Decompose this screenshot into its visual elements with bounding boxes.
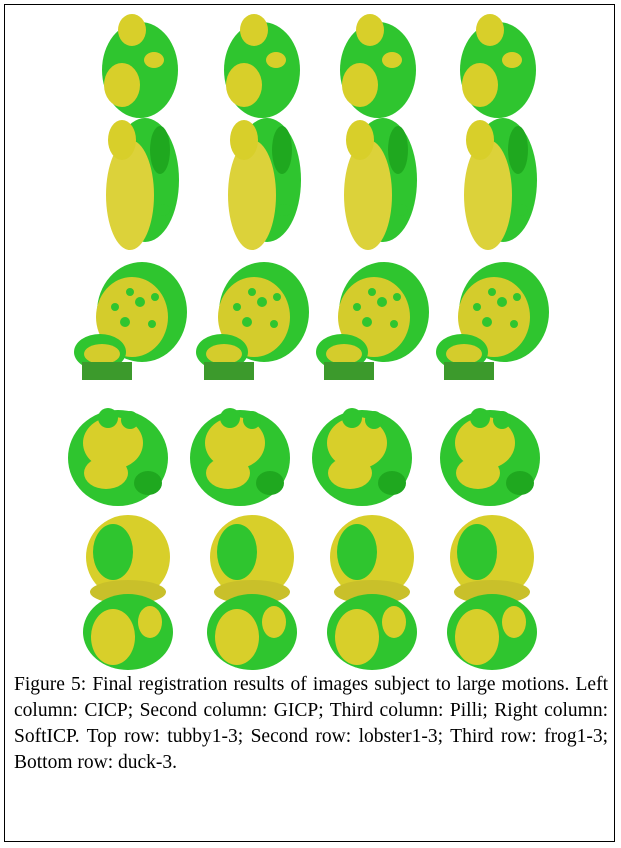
tubby-pilli xyxy=(340,14,417,250)
frog-gicp xyxy=(190,408,290,506)
lobster-pilli xyxy=(316,262,429,380)
duck-cicp xyxy=(83,515,173,670)
duck-gicp xyxy=(207,515,297,670)
tubby-gicp xyxy=(224,14,301,250)
figure-images xyxy=(0,0,621,670)
tubby-cicp xyxy=(102,14,179,250)
frog-softicp xyxy=(440,408,540,506)
frog-pilli xyxy=(312,408,412,506)
lobster-gicp xyxy=(196,262,309,380)
duck-pilli xyxy=(327,515,417,670)
figure-caption: Figure 5: Final registration results of … xyxy=(14,672,608,776)
lobster-cicp xyxy=(74,262,187,380)
page: Figure 5: Final registration results of … xyxy=(0,0,621,848)
duck-softicp xyxy=(447,515,537,670)
frog-cicp xyxy=(68,408,168,506)
lobster-softicp xyxy=(436,262,549,380)
tubby-softicp xyxy=(460,14,537,250)
